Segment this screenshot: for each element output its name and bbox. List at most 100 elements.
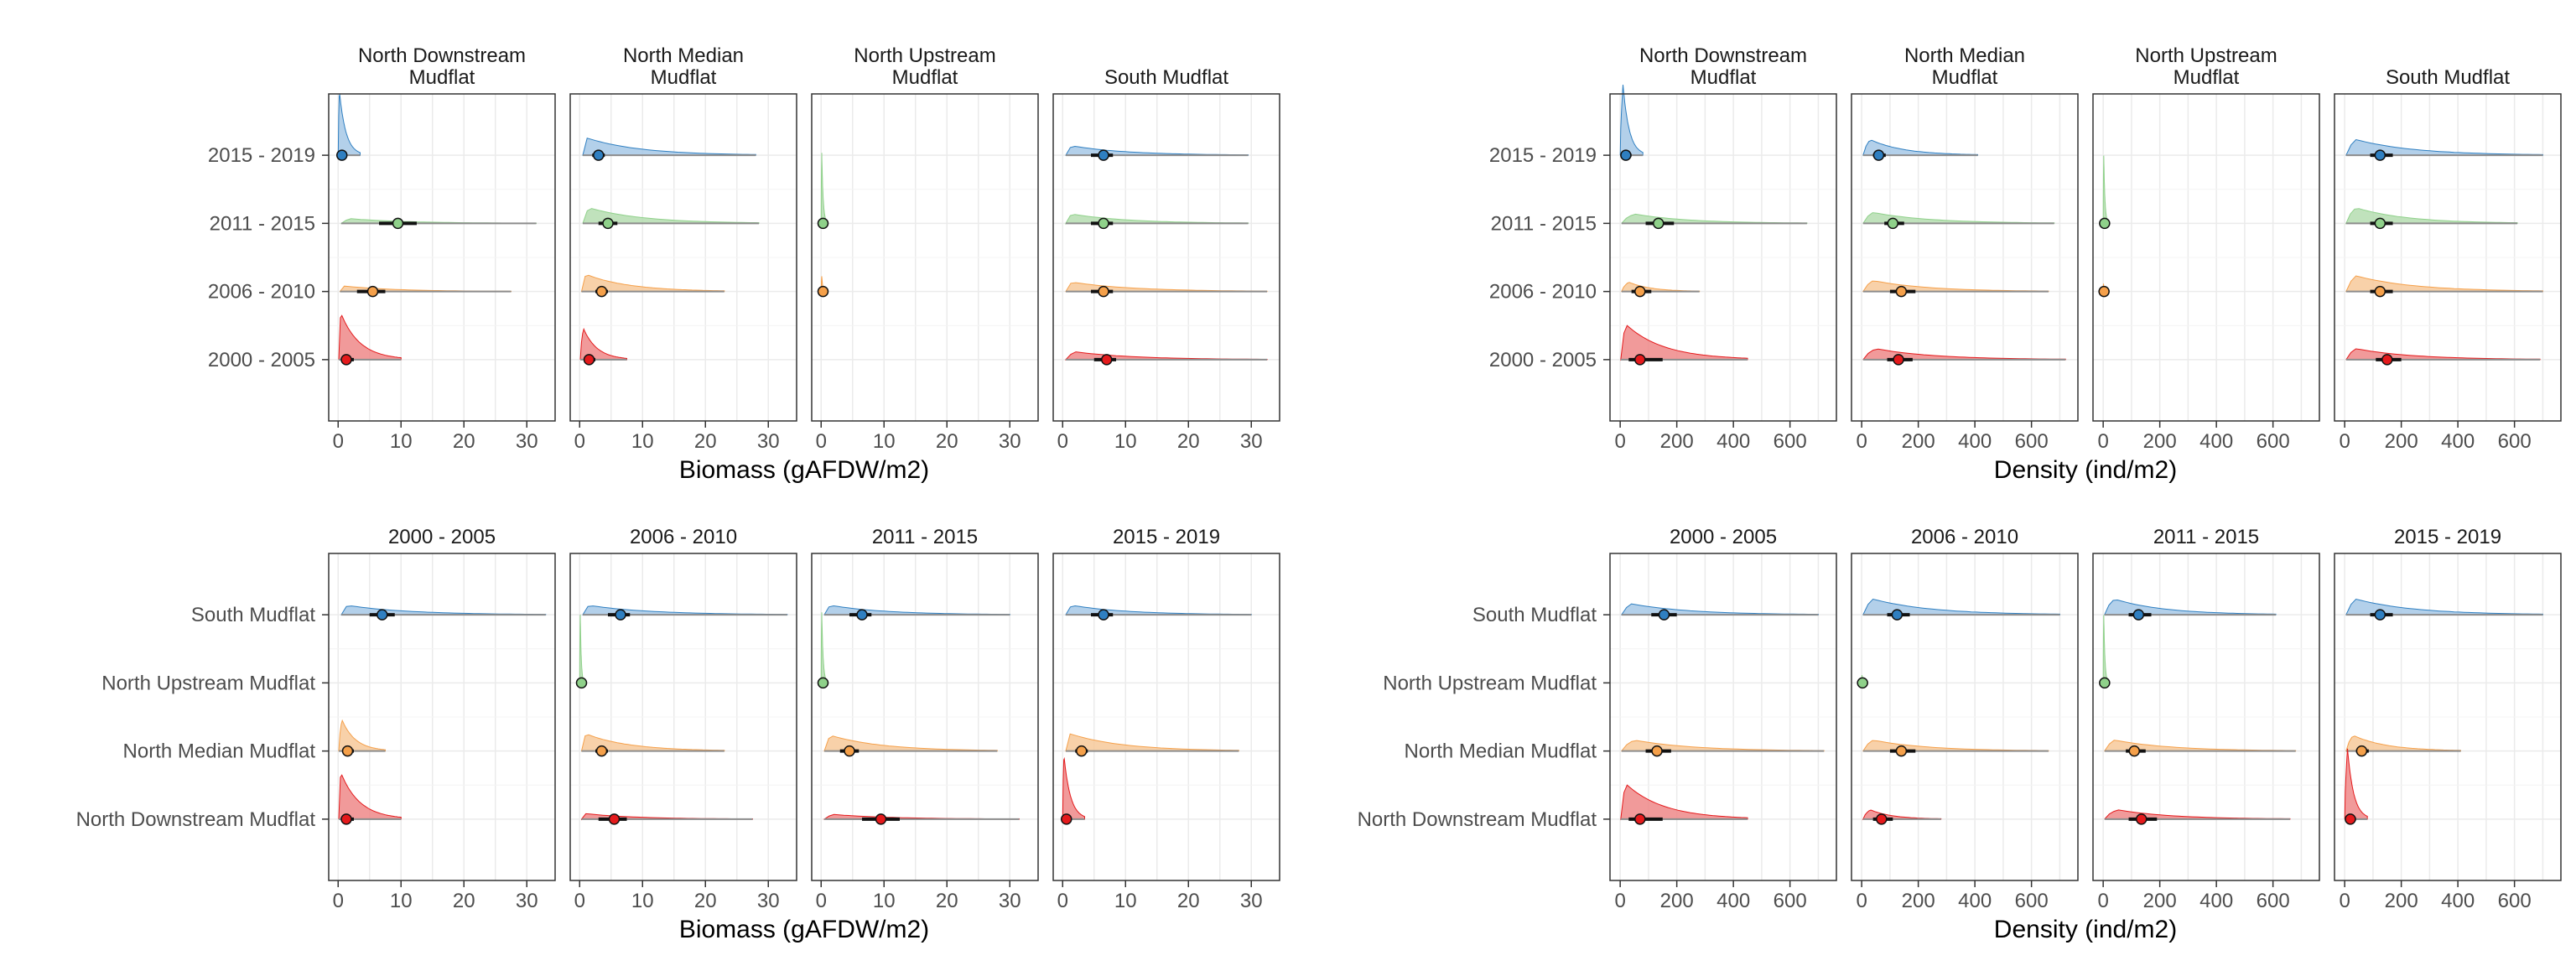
panel-border <box>1851 93 2079 422</box>
density-slab <box>820 612 827 684</box>
panel-1: North Median Mudflat 0 10 20 30 <box>569 44 797 453</box>
point-estimate <box>366 285 379 298</box>
x-tick-label: 30 <box>1240 430 1263 453</box>
x-tick-label: 30 <box>999 890 1021 912</box>
x-tick-label: 200 <box>2143 890 2177 912</box>
facet-title-line: 2015 - 2019 <box>2394 526 2501 548</box>
panel-0: 2000 - 2005 0 10 20 30 <box>328 526 556 912</box>
density-slab <box>2345 208 2518 225</box>
facet-title-line: North Upstream <box>2135 44 2277 67</box>
density-slab <box>1065 733 1239 752</box>
x-tick-label: 400 <box>1716 890 1750 912</box>
density-slab <box>2345 348 2541 361</box>
point-estimate <box>392 217 404 230</box>
density-slab <box>1621 603 1819 615</box>
facet-title-line: Mudflat <box>409 66 475 89</box>
panel-border <box>811 553 1039 881</box>
point-estimate <box>593 149 605 161</box>
x-tick-label: 30 <box>999 430 1021 453</box>
point-estimate <box>2345 813 2356 825</box>
x-tick-label: 600 <box>2257 890 2290 912</box>
panel-border <box>1851 553 2079 881</box>
point-estimate <box>844 745 855 757</box>
y-tick-label: North Downstream Mudflat <box>76 808 316 831</box>
point-estimate <box>2132 609 2145 621</box>
x-tick-label: 0 <box>816 430 827 453</box>
facet-title-line: 2006 - 2010 <box>630 526 737 548</box>
facet-title: North Median Mudflat <box>623 44 744 89</box>
panel-2: 2011 - 2015 0 200 400 600 <box>2092 526 2320 912</box>
facet-title-line: Mudflat <box>2174 66 2240 89</box>
y-tick-label: 2006 - 2010 <box>1489 281 1597 304</box>
point-estimate <box>2128 745 2141 757</box>
point-estimate <box>341 745 354 757</box>
x-tick-label: 20 <box>936 890 958 912</box>
x-tick-label: 0 <box>1057 430 1068 453</box>
x-tick-label: 200 <box>2143 430 2177 453</box>
x-tick-label: 20 <box>694 890 717 912</box>
facet-title: South Mudflat <box>1104 66 1228 89</box>
x-tick-label: 0 <box>574 430 585 453</box>
x-tick-label: 200 <box>1902 890 1935 912</box>
point-estimate <box>608 813 621 825</box>
x-tick-label: 0 <box>1614 430 1625 453</box>
point-estimate <box>2099 677 2111 689</box>
point-estimate <box>2374 609 2386 621</box>
x-tick-label: 0 <box>333 430 344 453</box>
density-slab <box>820 153 827 225</box>
x-tick-label: 600 <box>1774 430 1807 453</box>
point-estimate <box>1857 677 1868 689</box>
y-tick-label: 2006 - 2010 <box>208 281 315 304</box>
point-estimate <box>856 609 868 621</box>
point-estimate <box>340 354 352 366</box>
panel-border <box>328 553 556 881</box>
point-estimate <box>1887 217 1899 230</box>
density-slab <box>579 327 627 361</box>
panel-1: 2006 - 2010 0 10 20 30 <box>569 526 797 912</box>
point-estimate <box>336 149 348 161</box>
point-estimate <box>377 609 388 621</box>
panel-1: North Median Mudflat 0 200 400 600 <box>1851 44 2079 453</box>
density-slab <box>2345 275 2543 293</box>
y-tick-label: North Downstream Mudflat <box>1358 808 1597 831</box>
x-axis-title: Density (ind/m2) <box>1994 456 2177 484</box>
point-estimate <box>1651 745 1663 757</box>
point-estimate <box>1098 609 1109 621</box>
y-tick-label: 2011 - 2015 <box>1491 212 1597 235</box>
facet-title: 2000 - 2005 <box>1670 526 1777 548</box>
point-estimate <box>1634 354 1646 366</box>
x-tick-label: 0 <box>2339 890 2350 912</box>
point-estimate <box>817 217 829 230</box>
x-tick-label: 400 <box>1958 430 1992 453</box>
x-tick-label: 600 <box>2015 890 2049 912</box>
panel-2: North Upstream Mudflat 0 10 20 30 <box>811 44 1039 453</box>
density-slab <box>581 274 725 293</box>
panel-border <box>328 93 556 422</box>
facet-title-line: 2011 - 2015 <box>872 526 978 548</box>
point-estimate <box>1895 285 1908 298</box>
point-estimate <box>817 285 829 298</box>
facet-title-line: Mudflat <box>651 66 717 89</box>
x-tick-label: 200 <box>2385 430 2418 453</box>
x-tick-label: 400 <box>1716 430 1750 453</box>
density-slab <box>1862 139 1979 156</box>
x-tick-label: 0 <box>1057 890 1068 912</box>
x-tick-label: 10 <box>390 430 413 453</box>
facet-title: 2000 - 2005 <box>388 526 496 548</box>
point-estimate <box>1076 745 1088 757</box>
facet-title: North Downstream Mudflat <box>1639 44 1807 89</box>
x-tick-label: 10 <box>1114 890 1137 912</box>
x-tick-label: 400 <box>2199 890 2233 912</box>
x-tick-label: 20 <box>936 430 958 453</box>
facet-title-line: Mudflat <box>1690 66 1757 89</box>
point-estimate <box>1658 609 1670 621</box>
facet-title: North Median Mudflat <box>1904 44 2025 89</box>
density_by_site-chart: 2015 - 2019 2011 - 2015 2006 - 2010 2000 - … <box>1489 44 2562 484</box>
density_by_period-chart: South Mudflat North Upstream Mudflat North… <box>1358 526 2562 943</box>
point-estimate <box>595 745 608 757</box>
point-estimate <box>2374 149 2386 161</box>
density-slab <box>338 314 402 361</box>
y-tick-label: South Mudflat <box>1472 604 1597 626</box>
biomass_by_site-chart: 2015 - 2019 2011 - 2015 2006 - 2010 2000 - … <box>208 44 1280 484</box>
